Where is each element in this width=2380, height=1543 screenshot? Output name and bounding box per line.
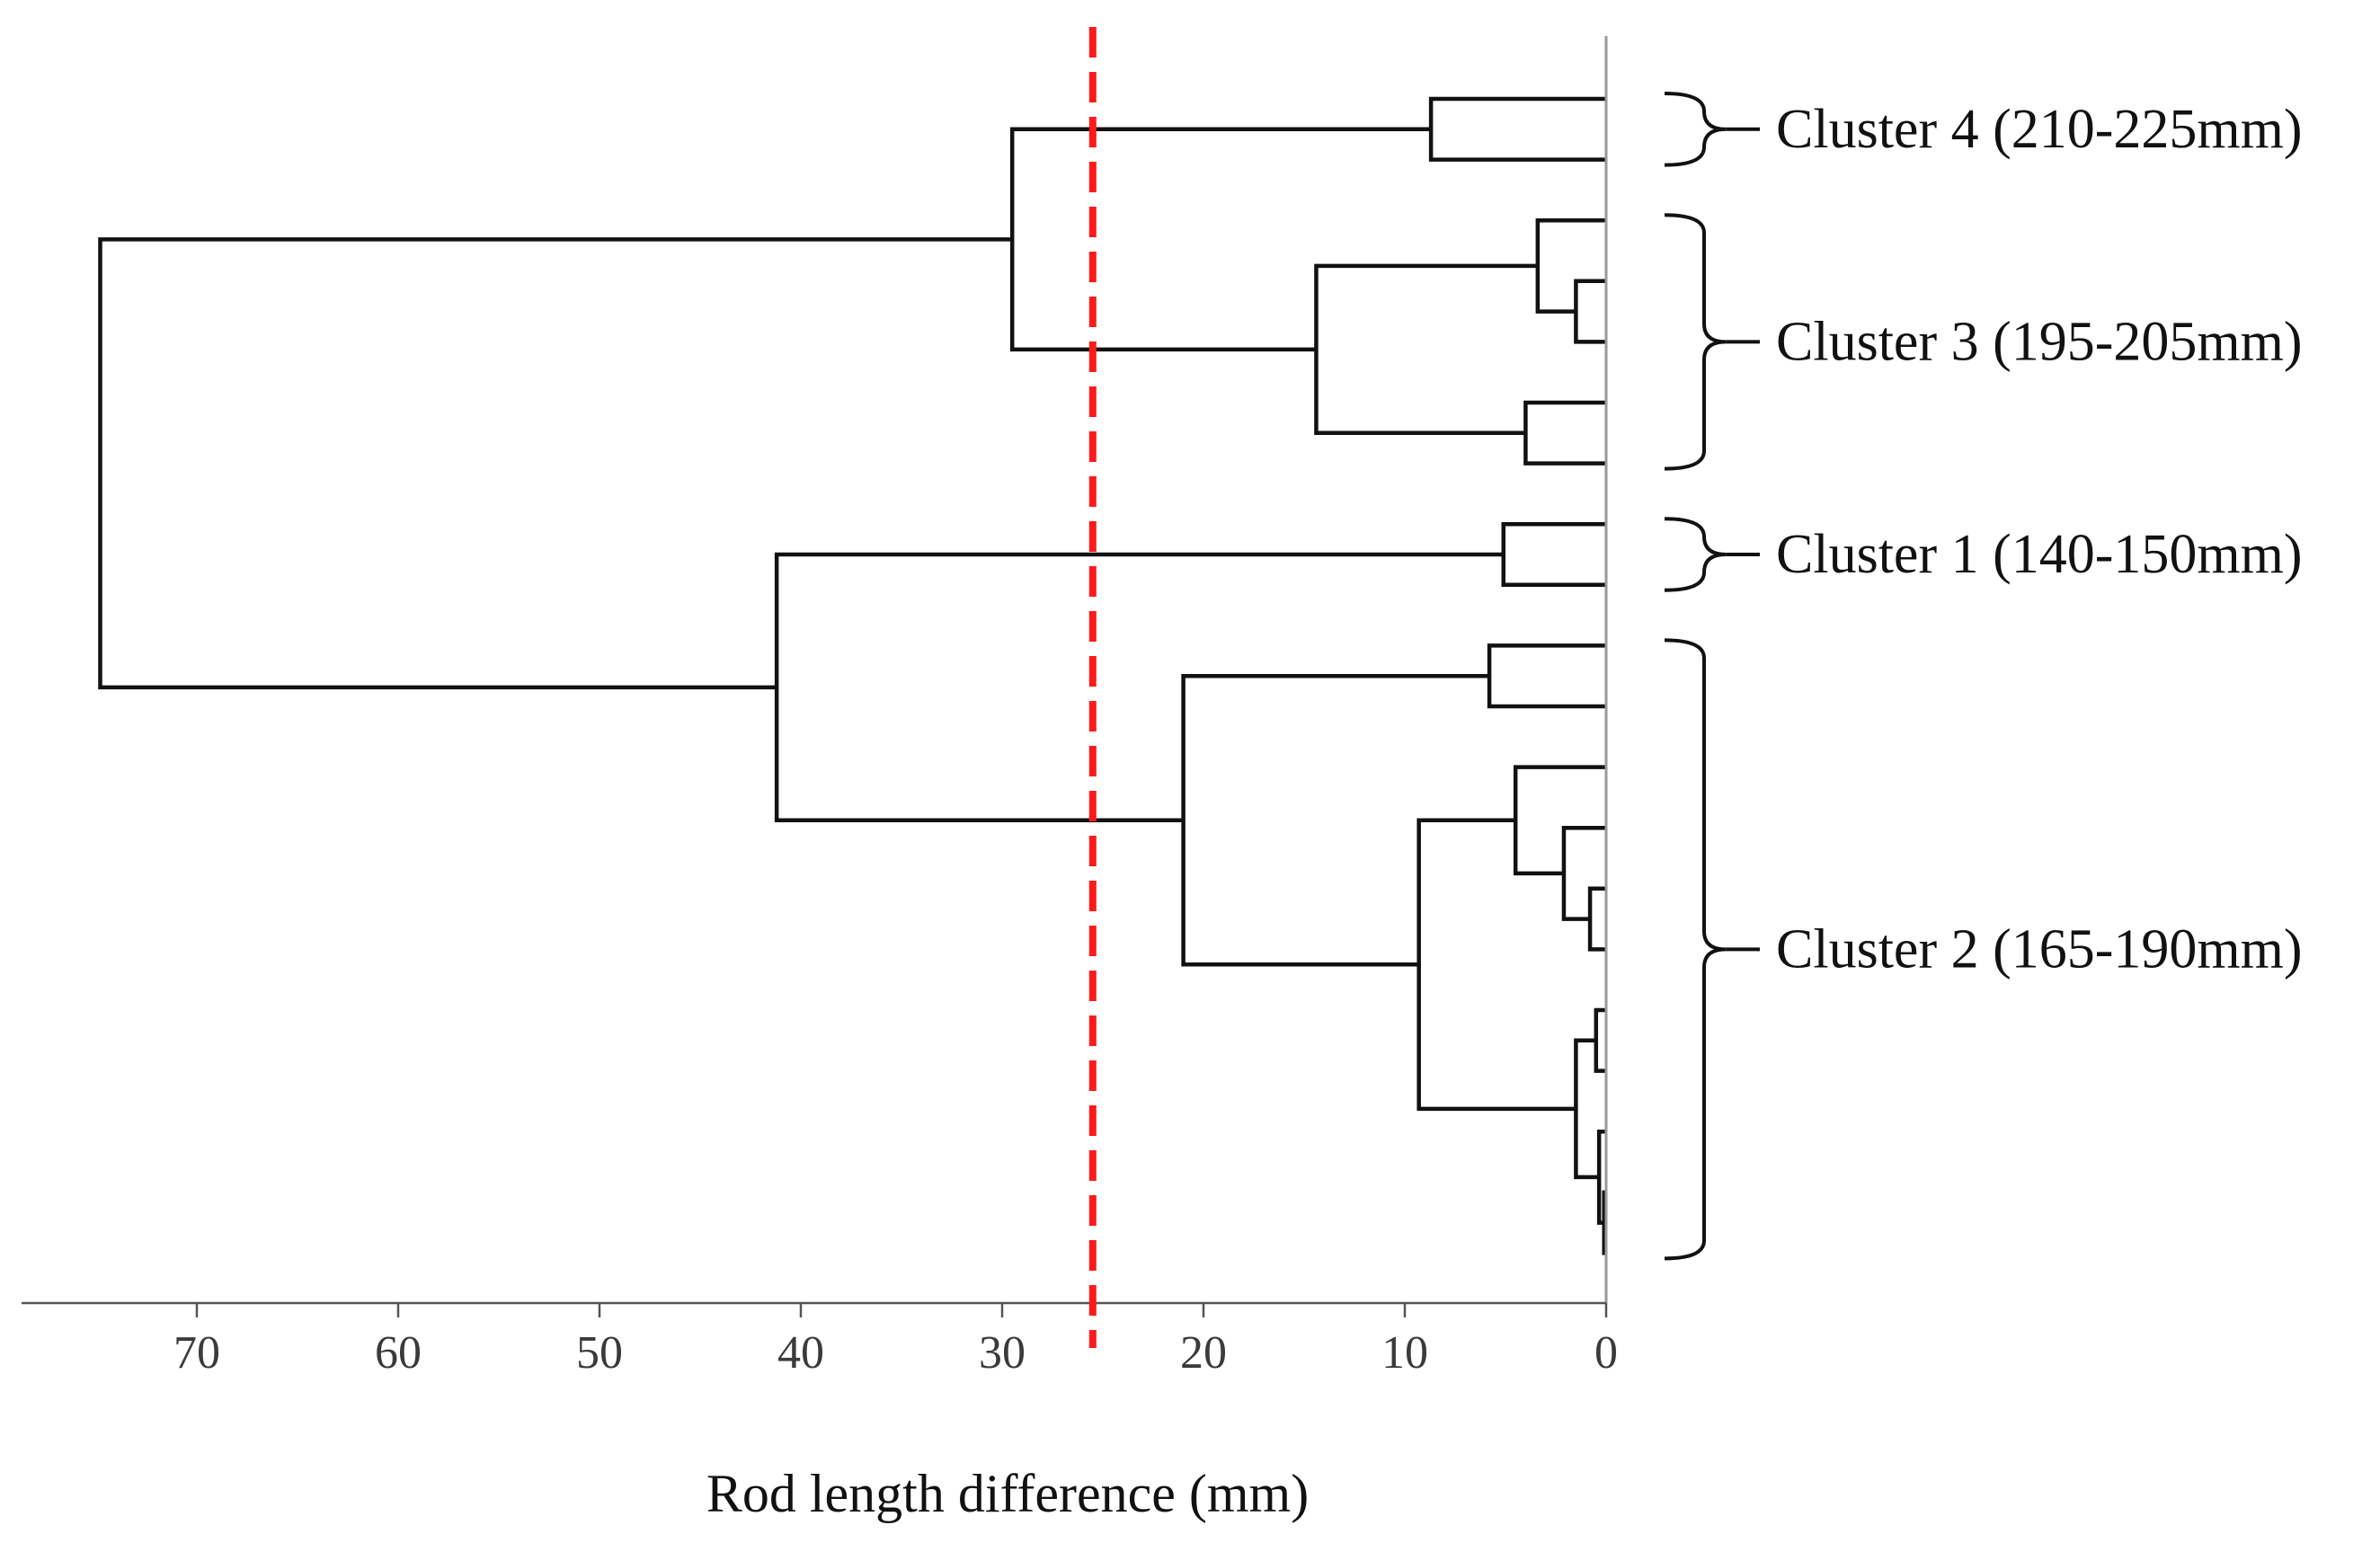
x-tick-label: 60 bbox=[375, 1327, 422, 1379]
dendrogram-links bbox=[98, 96, 1607, 1255]
x-tick-label: 40 bbox=[777, 1327, 824, 1379]
cluster-braces: Cluster 4 (210-225mm) Cluster 3 (195-205m… bbox=[1664, 92, 2303, 1261]
x-tick-label: 30 bbox=[979, 1327, 1026, 1379]
dendrogram-link bbox=[1561, 825, 1606, 921]
cluster-label: Cluster 1 (140-150mm) bbox=[1776, 524, 2303, 585]
dendrogram-link bbox=[1513, 765, 1606, 876]
dendrogram-link bbox=[1587, 886, 1606, 952]
cluster-brace bbox=[1664, 638, 1727, 1261]
dendrogram-link bbox=[1594, 1007, 1606, 1073]
x-tick-label: 70 bbox=[173, 1327, 220, 1379]
x-tick-label: 10 bbox=[1381, 1327, 1428, 1379]
cluster-label: Cluster 4 (210-225mm) bbox=[1776, 99, 2303, 160]
x-tick-label: 50 bbox=[576, 1327, 623, 1379]
dendrogram-link bbox=[1314, 263, 1538, 436]
dendrogram-link bbox=[1487, 643, 1606, 709]
x-axis: 70 60 50 40 30 20 10 0 bbox=[22, 36, 1618, 1379]
dendrogram-link bbox=[1523, 400, 1606, 466]
dendrogram-link bbox=[1009, 127, 1432, 352]
dendrogram-link bbox=[1428, 96, 1606, 162]
dendrogram-link bbox=[774, 552, 1504, 822]
dendrogram-link bbox=[1501, 521, 1606, 588]
cluster-brace bbox=[1664, 213, 1727, 471]
cluster-label: Cluster 2 (165-190mm) bbox=[1776, 918, 2303, 980]
dendrogram-link bbox=[1535, 217, 1606, 314]
cluster-brace bbox=[1664, 517, 1727, 592]
dendrogram-link bbox=[98, 237, 1013, 690]
dendrogram-link bbox=[1574, 279, 1606, 344]
x-axis-title: Rod length difference (mm) bbox=[706, 1464, 1309, 1523]
x-tick-label: 20 bbox=[1180, 1327, 1227, 1379]
cluster-label: Cluster 3 (195-205mm) bbox=[1776, 311, 2303, 372]
x-tick-label: 0 bbox=[1594, 1327, 1618, 1379]
cluster-brace bbox=[1664, 92, 1727, 167]
dendrogram-link bbox=[1416, 818, 1576, 1112]
